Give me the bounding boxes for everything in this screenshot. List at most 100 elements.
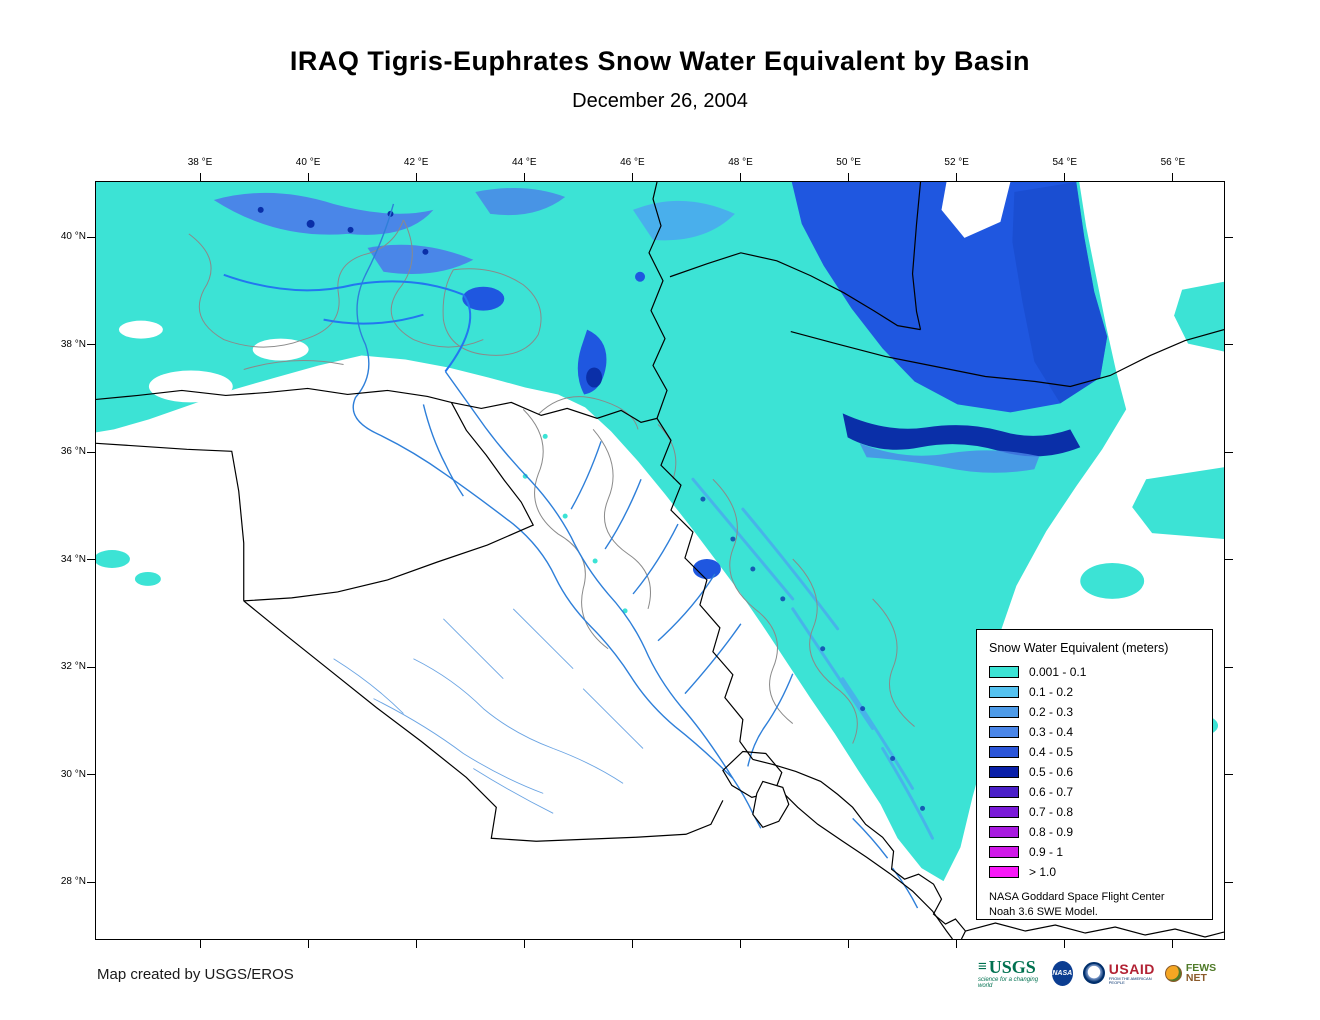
tigris-river: [444, 371, 734, 779]
gulf-east-coast: [752, 758, 967, 939]
page-subtitle: December 26, 2004: [572, 90, 748, 112]
legend-item-label: 0.8 - 0.9: [1029, 825, 1074, 839]
zagros-deep-spots: [700, 496, 926, 811]
legend-item: 0.1 - 0.2: [989, 685, 1200, 699]
legend-item-label: 0.2 - 0.3: [1029, 705, 1074, 719]
axis-tick: [87, 666, 95, 668]
axis-tick: [87, 236, 95, 238]
legend-item: 0.8 - 0.9: [989, 825, 1200, 839]
legend-item-label: 0.9 - 1: [1029, 845, 1064, 859]
axis-tick: [1225, 236, 1233, 238]
usgs-bars-icon: ≡: [978, 958, 987, 975]
legend-note-line2: Noah 3.6 SWE Model.: [989, 905, 1098, 918]
lat-label: 38 °N: [60, 338, 86, 350]
usgs-logo: ≡ USGS science for a changing world: [978, 958, 1042, 989]
axis-tick: [956, 173, 958, 181]
axis-tick: [848, 940, 850, 948]
zagros-snow-streaks: [691, 477, 935, 840]
syria-iraq-border: [243, 402, 535, 602]
lat-label: 36 °N: [60, 446, 86, 457]
axis-tick: [87, 881, 95, 883]
legend-item-label: 0.4 - 0.5: [1029, 745, 1074, 759]
lon-label: 46 °E: [620, 157, 645, 168]
usaid-logo: USAID FROM THE AMERICAN PEOPLE: [1082, 962, 1155, 985]
lon-label: 42 °E: [403, 157, 429, 168]
legend-swatch: [989, 726, 1019, 738]
iran-north-border: [790, 329, 1224, 388]
lon-label: 44 °E: [512, 157, 537, 168]
euphrates-river: [352, 203, 734, 779]
legend-item-label: 0.6 - 0.7: [1029, 785, 1074, 799]
lakes: [462, 271, 721, 579]
axis-tick: [1225, 774, 1233, 775]
gulf-west-coast: [781, 790, 953, 939]
axis-tick: [1225, 881, 1233, 883]
axis-tick: [1172, 173, 1174, 181]
legend-items: 0.001 - 0.1 0.1 - 0.2 0.2 - 0.3 0.3 - 0.4 0.…: [989, 665, 1200, 879]
lon-label: 50 °E: [836, 157, 861, 168]
page-title: IRAQ Tigris-Euphrates Snow Water Equival…: [289, 46, 1031, 76]
nasa-logo: NASA: [1051, 960, 1073, 986]
lat-label: 32 °N: [60, 661, 86, 672]
legend-item: 0.001 - 0.1: [989, 665, 1200, 679]
axis-tick: [740, 173, 741, 181]
nasa-logo-text: NASA: [1052, 969, 1073, 977]
lat-label: 40 °N: [60, 231, 86, 242]
axis-tick: [631, 173, 633, 181]
axis-tick: [307, 173, 309, 181]
axis-tick: [1064, 173, 1066, 181]
legend-swatch: [989, 846, 1019, 858]
legend-swatch: [989, 866, 1019, 878]
caucasus-border: [669, 252, 921, 331]
legend-box: Snow Water Equivalent (meters) 0.001 - 0…: [976, 629, 1213, 920]
legend-swatch: [989, 826, 1019, 838]
axis-tick: [1225, 559, 1233, 560]
reservoir: [692, 559, 721, 579]
axis-tick: [1225, 344, 1233, 345]
axis-tick: [87, 774, 95, 775]
lat-label: 28 °N: [60, 876, 86, 887]
legend-item-label: 0.3 - 0.4: [1029, 725, 1074, 739]
axis-tick: [956, 940, 958, 948]
coast-southeast: [965, 922, 1224, 938]
legend-item-label: 0.7 - 0.8: [1029, 805, 1074, 819]
map-frame: Snow Water Equivalent (meters) 0.001 - 0…: [95, 181, 1225, 940]
lon-label: 38 °E: [187, 157, 213, 168]
legend-item-label: 0.001 - 0.1: [1029, 665, 1087, 679]
lon-label: 52 °E: [944, 157, 969, 168]
caspian-sea: [791, 182, 1108, 413]
axis-tick: [87, 451, 95, 453]
axis-tick: [415, 940, 417, 948]
country-borders: [96, 182, 1224, 939]
axis-tick: [415, 173, 417, 181]
alborz-ridge: [842, 413, 1081, 473]
axis-tick: [199, 940, 201, 948]
legend-item: 0.3 - 0.4: [989, 725, 1200, 739]
legend-swatch: [989, 706, 1019, 718]
axis-tick: [307, 940, 309, 948]
legend-item: 0.6 - 0.7: [989, 785, 1200, 799]
legend-item-label: > 1.0: [1029, 865, 1057, 879]
legend-swatch: [989, 686, 1019, 698]
map-credit: Map created by USGS/EROS: [97, 966, 294, 983]
axis-tick: [740, 940, 741, 948]
axis-tick: [1064, 940, 1066, 948]
axis-tick: [523, 173, 525, 181]
axis-tick: [631, 940, 633, 948]
saudi-iraq-border: [243, 600, 724, 842]
lake-van: [462, 286, 505, 311]
legend-item: 0.5 - 0.6: [989, 765, 1200, 779]
gulf-island: [752, 780, 790, 829]
legend-item: 0.4 - 0.5: [989, 745, 1200, 759]
turkey-south-border: [96, 387, 658, 424]
turkey-iran-border: [648, 182, 668, 419]
fewsnet-logo-text: FEWS NET: [1185, 961, 1217, 984]
axis-tick: [87, 344, 95, 345]
legend-item: 0.9 - 1: [989, 845, 1200, 859]
legend-swatch: [989, 806, 1019, 818]
legend-item-label: 0.5 - 0.6: [1029, 765, 1074, 779]
legend-swatch: [989, 786, 1019, 798]
kuwait-border: [722, 750, 783, 799]
lon-label: 40 °E: [295, 157, 321, 168]
axis-tick: [1225, 451, 1233, 453]
